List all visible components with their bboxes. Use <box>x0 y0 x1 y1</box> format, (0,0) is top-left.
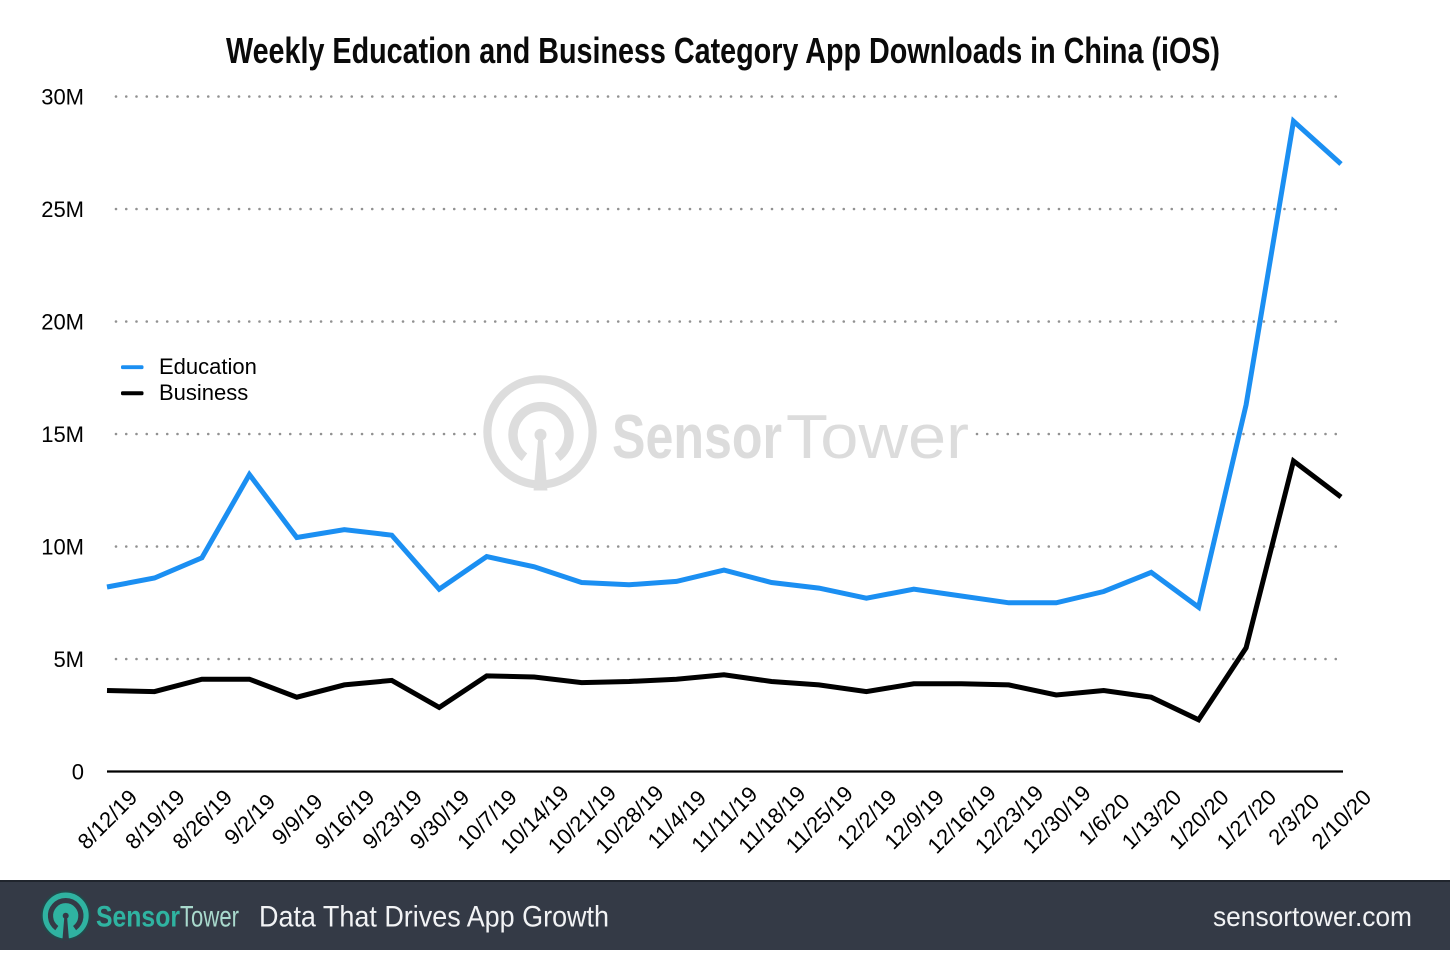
svg-text:Education: Education <box>159 354 257 379</box>
svg-text:Sensor: Sensor <box>96 901 180 934</box>
svg-text:0: 0 <box>72 760 84 785</box>
svg-text:Business: Business <box>159 380 248 405</box>
svg-text:10M: 10M <box>41 535 84 560</box>
svg-text:25M: 25M <box>41 197 84 222</box>
svg-text:sensortower.com: sensortower.com <box>1213 901 1412 932</box>
svg-text:Data That Drives App Growth: Data That Drives App Growth <box>259 901 609 934</box>
svg-text:5M: 5M <box>53 647 84 672</box>
svg-text:Weekly Education and Business: Weekly Education and Business Category A… <box>226 30 1220 71</box>
svg-text:Tower: Tower <box>180 901 239 934</box>
svg-text:15M: 15M <box>41 422 84 447</box>
svg-text:Tower: Tower <box>786 403 969 472</box>
svg-text:30M: 30M <box>41 85 84 110</box>
svg-text:20M: 20M <box>41 310 84 335</box>
svg-text:Sensor: Sensor <box>612 403 782 472</box>
